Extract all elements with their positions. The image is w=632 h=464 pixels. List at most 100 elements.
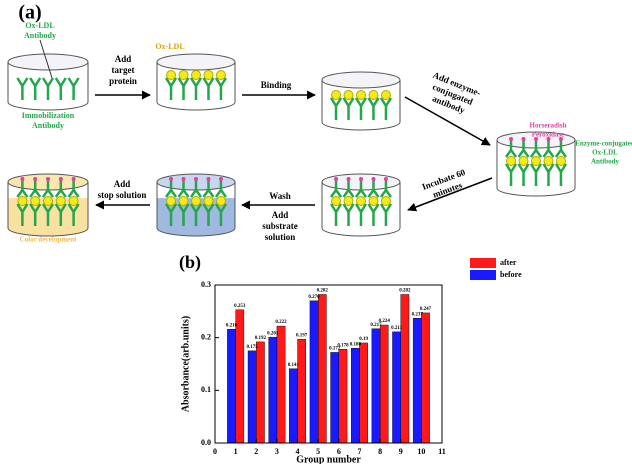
bar [318, 294, 326, 443]
antibody [56, 78, 66, 100]
label: Peroxidase [532, 131, 565, 139]
bar [339, 349, 347, 443]
label: Immobilization [22, 111, 75, 120]
step-label: target [112, 65, 135, 75]
enzyme [182, 177, 186, 181]
value-label: 0.19 [359, 337, 368, 342]
enzyme [20, 177, 24, 181]
label: Ox-LDL [592, 149, 618, 157]
bar [372, 329, 380, 443]
value-label: 0.222 [275, 320, 287, 325]
antibody [30, 78, 40, 100]
label: Antibody [24, 31, 56, 40]
antibody [556, 164, 566, 186]
ox-ldl-particle [344, 197, 353, 206]
ox-ldl-particle [18, 197, 27, 206]
antibody [368, 98, 378, 120]
legend-label: after [500, 258, 517, 267]
ox-ldl-particle [204, 71, 213, 80]
step-label: Add [114, 179, 131, 189]
x-axis-label: Group number [296, 454, 361, 464]
enzyme [522, 137, 526, 141]
bar [256, 342, 264, 443]
enzyme [219, 177, 223, 181]
ox-ldl-particle [357, 91, 366, 100]
enzyme [46, 177, 50, 181]
ox-ldl-particle [179, 71, 188, 80]
ox-ldl-particle [216, 197, 225, 206]
panel-label: (b) [179, 252, 201, 273]
label: Antibody [591, 158, 620, 166]
enzyme [59, 177, 63, 181]
x-tick-label: 3 [275, 447, 279, 456]
well [322, 174, 400, 236]
ox-ldl-particle [332, 197, 341, 206]
ox-ldl-particle [519, 157, 528, 166]
well [157, 174, 235, 236]
bar [380, 325, 388, 443]
step-label: substrate [262, 221, 298, 231]
well-rim [322, 72, 400, 88]
step-label: protein [109, 76, 137, 86]
chart: (b)Group numberAbsorbance(arb.units)0.25… [179, 252, 522, 464]
legend-swatch [470, 258, 496, 268]
ox-ldl-particle [56, 197, 65, 206]
enzyme [509, 137, 513, 141]
step-label: Binding [261, 80, 292, 90]
step-label: Add [115, 54, 132, 64]
value-label: 0.141 [288, 363, 300, 368]
enzyme [206, 177, 210, 181]
bar [351, 348, 359, 443]
value-label: 0.237 [412, 312, 424, 317]
antibody [531, 164, 541, 186]
step-label: Wash [269, 191, 291, 201]
value-label: 0.175 [247, 345, 259, 350]
enzyme [194, 177, 198, 181]
ox-ldl-particle [192, 197, 201, 206]
antibody [43, 78, 53, 100]
antibody [381, 204, 391, 226]
antibody [344, 204, 354, 226]
enzyme [169, 177, 173, 181]
ox-ldl-particle [179, 197, 188, 206]
value-label: 0.247 [420, 307, 432, 312]
enzyme [33, 177, 37, 181]
y-tick-label: 0.1 [201, 385, 211, 394]
value-label: 0.216 [226, 323, 238, 328]
x-tick-label: 6 [337, 447, 341, 456]
label: Antibody [32, 121, 64, 130]
x-tick-label: 1 [234, 447, 238, 456]
antibody [506, 164, 516, 186]
value-label: 0.192 [255, 336, 267, 341]
ox-ldl-particle [369, 197, 378, 206]
bar [359, 343, 367, 443]
value-label: 0.217 [370, 323, 382, 328]
bar [277, 326, 285, 443]
ox-ldl-particle [167, 197, 176, 206]
ox-ldl-particle [44, 197, 53, 206]
legend-swatch [470, 270, 496, 280]
well [497, 132, 575, 196]
ox-ldl-particle [381, 91, 390, 100]
well-rim [8, 54, 88, 70]
ox-ldl-particle [332, 91, 341, 100]
label: Enzyme-conjugated [575, 140, 632, 148]
ox-ldl-particle [31, 197, 40, 206]
ox-ldl-particle [381, 197, 390, 206]
enzyme [384, 177, 388, 181]
antibody [17, 78, 27, 100]
ox-ldl-particle [369, 91, 378, 100]
x-tick-label: 7 [357, 447, 361, 456]
well [157, 54, 235, 110]
y-tick-label: 0.3 [201, 280, 211, 289]
y-tick-label: 0.2 [201, 332, 211, 341]
antibody [331, 98, 341, 120]
antibody [203, 78, 213, 100]
step-label: solution [265, 232, 296, 242]
ox-ldl-particle [532, 157, 541, 166]
ox-ldl-particle [69, 197, 78, 206]
bar [401, 294, 409, 443]
bar [298, 339, 306, 443]
x-tick-label: 0 [213, 447, 217, 456]
value-label: 0.270 [308, 295, 320, 300]
